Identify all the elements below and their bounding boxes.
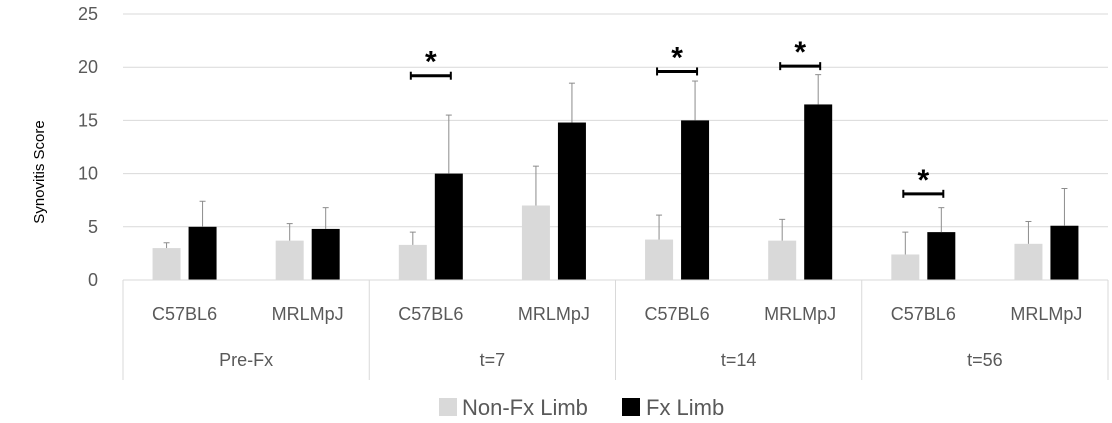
error-bars <box>163 74 1068 255</box>
group-label-0: Pre-Fx <box>219 350 273 370</box>
bar-non-fx-2 <box>398 244 427 280</box>
bar-fx-5 <box>804 104 833 280</box>
category-axis <box>122 279 1109 380</box>
y-tick-25: 25 <box>78 4 98 24</box>
category-label-0: C57BL6 <box>152 304 217 324</box>
bar-non-fx-4 <box>645 239 674 280</box>
category-label-7: MRLMpJ <box>1010 304 1082 324</box>
category-label-4: C57BL6 <box>645 304 710 324</box>
bar-non-fx-7 <box>1014 243 1043 280</box>
bar-fx-6 <box>927 232 956 280</box>
bar-fx-4 <box>681 120 710 281</box>
legend-swatch-fx <box>622 398 640 416</box>
category-label-1: MRLMpJ <box>272 304 344 324</box>
category-label-6: C57BL6 <box>891 304 956 324</box>
significance-star-3: * <box>917 164 929 197</box>
group-label-3: t=56 <box>967 350 1003 370</box>
y-tick-5: 5 <box>88 217 98 237</box>
bar-fx-1 <box>311 228 340 280</box>
y-tick-labels: 0 5 10 15 20 25 <box>78 4 98 290</box>
bar-fx-0 <box>188 226 217 280</box>
category-label-2: C57BL6 <box>398 304 463 324</box>
legend-swatch-non-fx <box>439 398 457 416</box>
group-labels: Pre-Fx t=7 t=14 t=56 <box>219 350 1003 370</box>
bar-fx-7 <box>1050 225 1079 280</box>
group-label-2: t=14 <box>721 350 757 370</box>
category-label-5: MRLMpJ <box>764 304 836 324</box>
group-label-1: t=7 <box>480 350 506 370</box>
fx-bars <box>188 104 1079 281</box>
y-axis-label: Synovitis Score <box>31 120 48 223</box>
bar-fx-2 <box>434 173 463 280</box>
non-fx-bars <box>152 205 1043 280</box>
legend-label-fx: Fx Limb <box>646 395 724 420</box>
significance-star-1: * <box>671 41 683 74</box>
bar-non-fx-0 <box>152 248 181 280</box>
bar-non-fx-3 <box>521 205 550 280</box>
y-tick-10: 10 <box>78 164 98 184</box>
y-tick-20: 20 <box>78 57 98 77</box>
bar-non-fx-1 <box>275 240 304 280</box>
y-tick-15: 15 <box>78 110 98 130</box>
legend-label-non-fx: Non-Fx Limb <box>462 395 588 420</box>
legend: Non-Fx Limb Fx Limb <box>439 395 724 420</box>
y-tick-0: 0 <box>88 270 98 290</box>
bar-fx-3 <box>557 122 586 280</box>
gridlines <box>123 13 1108 228</box>
category-label-3: MRLMpJ <box>518 304 590 324</box>
bar-non-fx-5 <box>768 240 797 280</box>
category-labels: C57BL6 MRLMpJ C57BL6 MRLMpJ C57BL6 MRLMpJ C57B… <box>152 304 1082 324</box>
significance-star-0: * <box>425 46 437 79</box>
significance-star-2: * <box>794 36 806 69</box>
bar-non-fx-6 <box>891 254 920 280</box>
significance-markers: * * * * <box>409 36 945 198</box>
